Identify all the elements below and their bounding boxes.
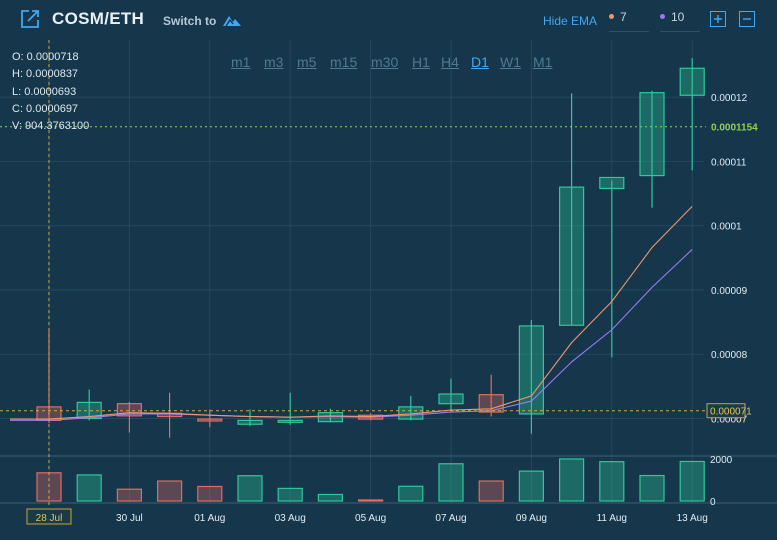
volume-bar	[438, 463, 464, 502]
cursor-date-label: 28 Jul	[36, 513, 63, 524]
ema10-line	[10, 249, 693, 421]
time-tick-label: 05 Aug	[355, 513, 386, 524]
ema-lines	[10, 206, 693, 421]
switch-to-label[interactable]: Switch to	[163, 14, 217, 28]
price-tick-label: 0.00012	[711, 93, 748, 104]
volume-value: V: 904.3763100	[12, 120, 90, 133]
volume-bar	[599, 461, 625, 502]
high-value: H: 0.0000837	[12, 68, 79, 81]
time-tick-label: 07 Aug	[435, 513, 466, 524]
volume-bar	[317, 493, 343, 502]
minus-icon	[743, 18, 751, 20]
cursor-price-box	[706, 403, 746, 419]
volume-bar	[116, 488, 143, 502]
price-tick-label: 0.0001	[711, 222, 742, 233]
low-value: L: 0.0000693	[12, 85, 77, 98]
volume-bar	[197, 485, 223, 502]
ema7-period-value: 7	[620, 9, 627, 24]
candle-up	[237, 419, 263, 425]
volume-bar	[237, 475, 263, 502]
ema7-line	[10, 206, 693, 420]
timeframe-m30[interactable]: m30	[371, 54, 399, 70]
ema7-period-field[interactable]: 7	[609, 9, 649, 32]
candle-up	[599, 176, 625, 190]
candle-up	[277, 419, 303, 423]
candle-up	[438, 393, 464, 405]
time-tick-label: 30 Jul	[116, 513, 143, 524]
candle-down	[478, 394, 504, 413]
volume-bar	[518, 470, 545, 502]
volume-bar	[76, 474, 102, 502]
price-tick-label: 0.00011	[711, 157, 747, 168]
timeframe-m15[interactable]: m15	[330, 54, 358, 70]
candle-up	[639, 92, 665, 177]
candle-down	[197, 418, 223, 422]
candles	[36, 57, 705, 438]
cursor-price-label: 0.000071	[710, 407, 752, 418]
volume-bar	[679, 460, 705, 502]
plus-icon	[714, 15, 722, 23]
timeframe-m3[interactable]: m3	[264, 54, 284, 70]
price-tick-label: 0.00008	[711, 350, 748, 361]
ema10-period-value: 10	[671, 9, 685, 24]
volume-bar	[478, 480, 504, 502]
volume-bar	[277, 487, 303, 502]
cursor-date-box	[26, 508, 72, 525]
top-toolbar: COSM/ETH Switch to Hide EMA 7 10	[0, 0, 777, 40]
zoom-out-button[interactable]	[739, 11, 755, 27]
timeframe-h4[interactable]: H4	[441, 54, 459, 70]
volume-bar	[639, 474, 665, 502]
timeframe-w1[interactable]: W1	[500, 54, 521, 70]
pair-title: COSM/ETH	[52, 9, 145, 28]
open-external-icon[interactable]	[20, 9, 40, 29]
volume-bar	[157, 480, 183, 502]
ohlc-readout: O: 0.0000718 H: 0.0000837 L: 0.0000693 C…	[12, 49, 89, 135]
price-tick-label: 0.00007	[711, 414, 748, 425]
open-value: O: 0.0000718	[12, 51, 79, 63]
candle-up	[558, 186, 585, 326]
zoom-in-button[interactable]	[710, 11, 726, 27]
chart-axes: 0.00012 0.00011 0.0001 0.00009 0.00008 0.0000…	[26, 93, 758, 525]
volume-bar	[398, 485, 424, 502]
timeframe-month1[interactable]: M1	[533, 54, 553, 70]
hide-ema-toggle[interactable]: Hide EMA	[543, 14, 598, 28]
ema7-dot-icon	[609, 14, 614, 20]
price-tick-label: 0.00009	[711, 286, 748, 297]
last-price-label: 0.0001154	[711, 123, 758, 134]
timeframe-m5[interactable]: m5	[297, 54, 317, 70]
volume-tick-label: 2000	[710, 455, 733, 466]
volume-tick-label: 0	[710, 497, 716, 508]
chart-overlay	[0, 40, 706, 508]
timeframe-m1[interactable]: m1	[231, 54, 251, 70]
timeframe-d1[interactable]: D1	[471, 54, 489, 70]
time-tick-label: 03 Aug	[275, 513, 306, 524]
candle-up	[76, 401, 102, 420]
ema10-period-field[interactable]: 10	[660, 9, 700, 32]
close-value: C: 0.0000697	[12, 102, 79, 115]
candle-up	[679, 67, 705, 96]
time-tick-label: 09 Aug	[516, 513, 547, 524]
time-tick-label: 11 Aug	[597, 513, 627, 524]
volume-bar	[558, 458, 585, 502]
ema10-dot-icon	[660, 14, 665, 20]
volume-bar	[358, 499, 384, 502]
time-tick-label: 13 Aug	[677, 513, 708, 524]
timeframe-h1[interactable]: H1	[412, 54, 430, 70]
cloud-logo-icon[interactable]	[220, 12, 244, 28]
time-tick-label: 01 Aug	[194, 513, 225, 524]
candle-up	[518, 325, 545, 415]
